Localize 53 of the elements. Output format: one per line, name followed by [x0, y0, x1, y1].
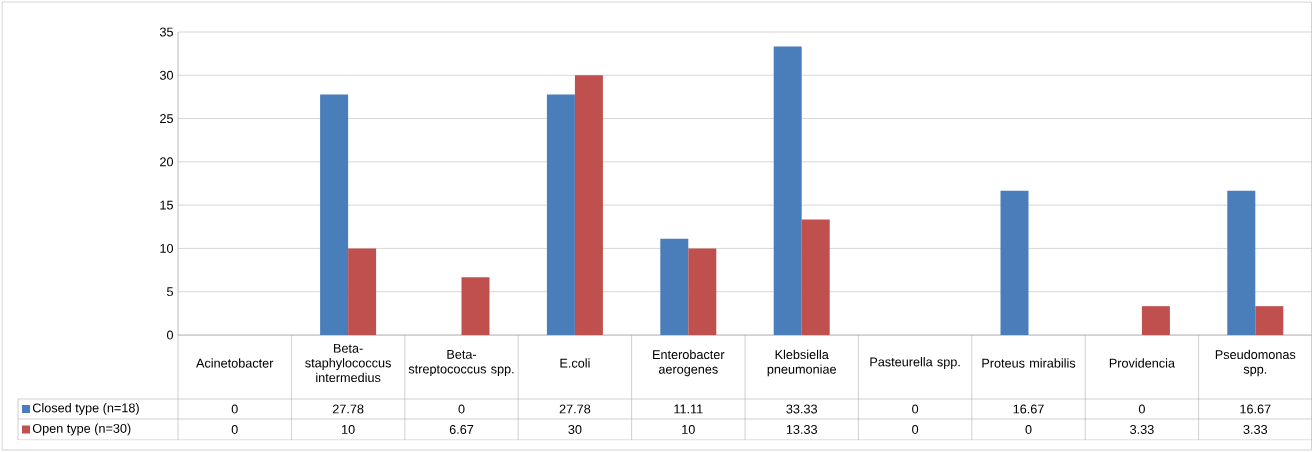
bar	[546, 94, 575, 335]
bar	[574, 75, 603, 335]
bar	[348, 248, 377, 335]
data-label: 10	[342, 424, 355, 434]
data-label: 0	[231, 404, 238, 414]
data-label: 27.78	[332, 404, 364, 414]
data-label: 6.67	[449, 424, 474, 434]
data-label: 33.33	[786, 404, 817, 414]
data-label: 0	[1025, 424, 1032, 434]
data-label: 0	[912, 424, 919, 434]
bar	[320, 94, 349, 335]
data-label: 0	[458, 404, 465, 414]
bar	[1000, 190, 1029, 335]
x-tick-label: Proteus mirabilis	[982, 358, 1076, 368]
legend-label: Closed type (n=18)	[32, 403, 139, 415]
data-label: 13.33	[786, 424, 817, 434]
bar	[801, 219, 830, 335]
data-label: 27.78	[559, 404, 591, 414]
x-tick-label: Pasteurella spp.	[870, 357, 960, 369]
data-label: 16.67	[1013, 404, 1044, 414]
x-tick-label: Acinetobacter	[196, 358, 274, 368]
x-tick-label: Klebsiella pneumoniae	[767, 349, 836, 377]
data-label: 0	[231, 424, 238, 434]
data-label: 10	[682, 424, 695, 434]
bar	[773, 46, 802, 335]
y-tick-label: 20	[160, 157, 174, 167]
data-label: 0	[1138, 404, 1145, 414]
bar	[688, 248, 717, 335]
y-tick-label: 35	[159, 27, 174, 37]
x-tick-label: Providencia	[1109, 358, 1175, 368]
x-tick-label: Pseudomonas spp.	[1215, 349, 1296, 377]
x-tick-label: E.coli	[560, 358, 590, 368]
data-label: 16.67	[1240, 404, 1271, 414]
y-tick-label: 25	[160, 114, 174, 124]
x-tick-label: Beta-streptococcus spp.	[408, 349, 514, 376]
bar	[461, 277, 490, 335]
y-tick-label: 15	[160, 200, 174, 210]
data-label: 30	[568, 424, 582, 434]
data-label: 3.33	[1243, 424, 1268, 434]
x-tick-label: Beta-staphylococcus intermedius	[305, 343, 391, 383]
legend-label: Open type (n=30)	[32, 423, 131, 436]
data-label: 3.33	[1130, 424, 1154, 434]
data-label: 11.11	[674, 404, 703, 414]
bar	[1227, 190, 1256, 335]
bar	[660, 238, 689, 335]
x-tick-label: Enterobacter aerogenes	[653, 349, 725, 377]
data-label: 0	[912, 404, 919, 414]
y-tick-label: 10	[160, 243, 174, 253]
bar	[1141, 306, 1170, 335]
y-tick-label: 30	[159, 70, 174, 80]
y-tick-label: 0	[166, 330, 174, 340]
y-tick-label: 5	[166, 287, 174, 297]
bar	[1255, 306, 1284, 335]
